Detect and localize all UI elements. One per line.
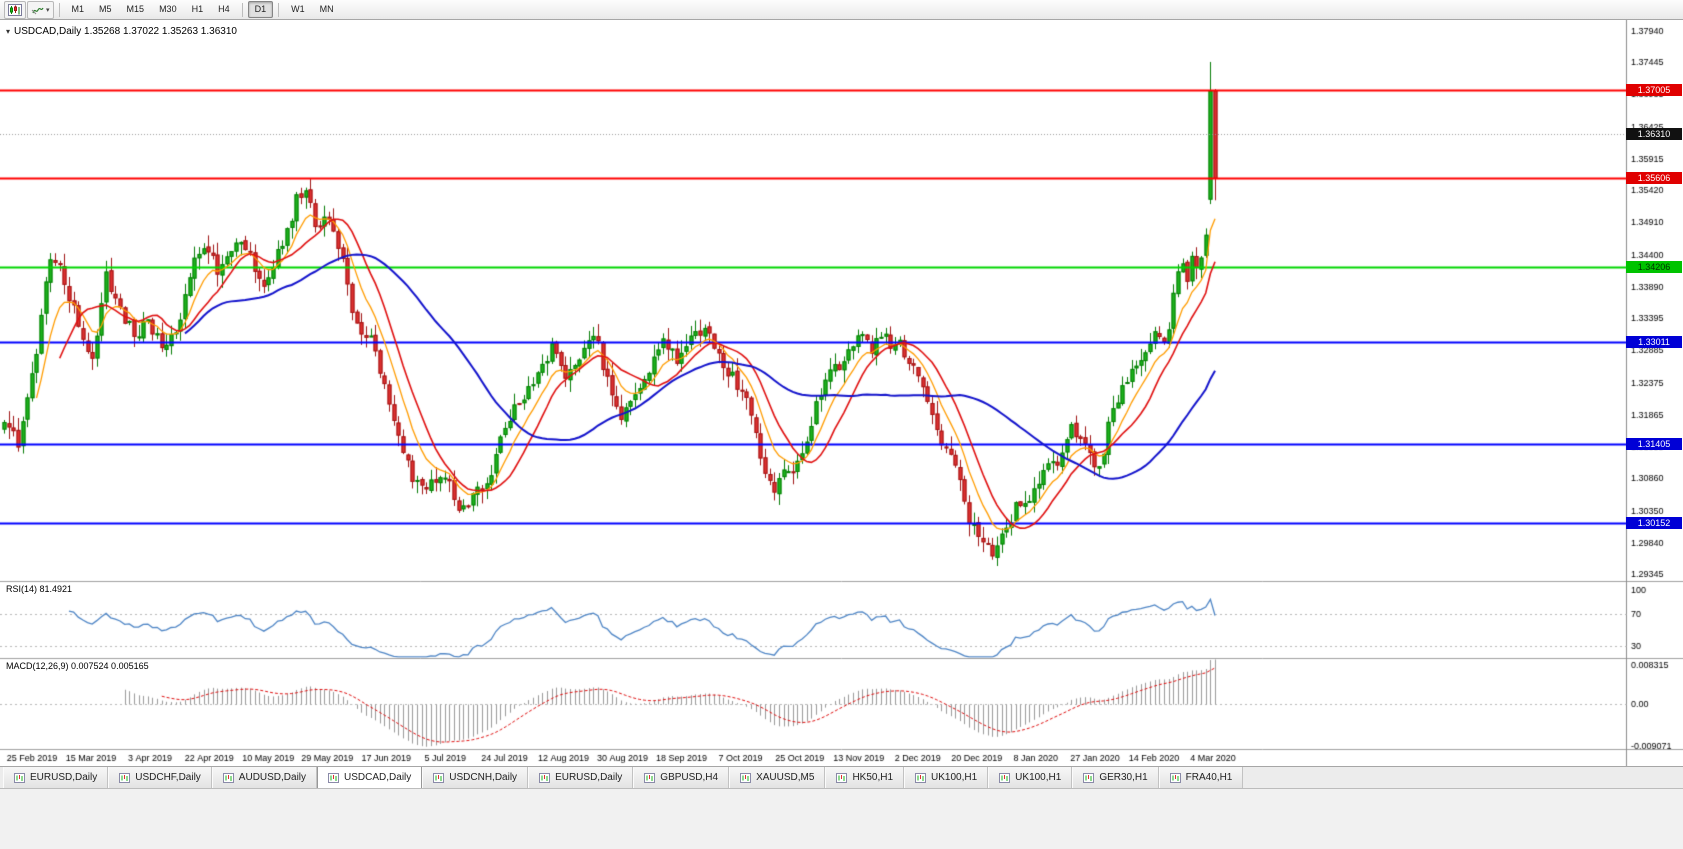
macd-indicator-label: MACD(12,26,9) 0.007524 0.005165 bbox=[6, 661, 149, 671]
candlestick-chart-icon bbox=[8, 3, 22, 16]
tab-label: HK50,H1 bbox=[852, 772, 894, 783]
chart-canvas[interactable] bbox=[0, 20, 1683, 766]
mini-chart-icon bbox=[740, 772, 752, 783]
tab-label: EURUSD,Daily bbox=[555, 772, 623, 783]
toolbar-separator bbox=[58, 2, 60, 17]
chart-tab-eurusd-daily-0[interactable]: EURUSD,Daily bbox=[3, 767, 109, 788]
chart-ohlc-title: ▾ USDCAD,Daily 1.35268 1.37022 1.35263 1… bbox=[6, 26, 237, 37]
chart-window-button[interactable] bbox=[4, 0, 26, 19]
tab-label: GBPUSD,H4 bbox=[660, 772, 719, 783]
timeframe-button-m1[interactable]: M1 bbox=[71, 4, 85, 14]
timeframe-button-group: M1 M5 M15 M30 H1 H4 D1 W1 MN bbox=[65, 1, 341, 18]
chart-tab-usdchf-daily-1[interactable]: USDCHF,Daily bbox=[108, 767, 212, 788]
mini-chart-icon bbox=[999, 772, 1011, 783]
timeframe-button-mn[interactable]: MN bbox=[319, 4, 334, 14]
timeframe-button-d1[interactable]: D1 bbox=[247, 1, 274, 18]
mini-chart-icon bbox=[1169, 772, 1181, 783]
mini-chart-icon bbox=[644, 772, 656, 783]
tab-label: USDCAD,Daily bbox=[344, 772, 412, 783]
mini-chart-icon bbox=[222, 772, 234, 783]
template-dropdown-button[interactable]: ▾ bbox=[27, 0, 54, 19]
toolbar-separator bbox=[241, 2, 243, 17]
tab-label: EURUSD,Daily bbox=[30, 772, 98, 783]
chart-container: ▾ USDCAD,Daily 1.35268 1.37022 1.35263 1… bbox=[0, 20, 1683, 766]
chart-tab-gbpusd-h4-6[interactable]: GBPUSD,H4 bbox=[633, 767, 730, 788]
tab-label: USDCNH,Daily bbox=[449, 772, 518, 783]
chart-title-text: USDCAD,Daily 1.35268 1.37022 1.35263 1.3… bbox=[14, 26, 237, 37]
tab-label: AUDUSD,Daily bbox=[238, 772, 307, 783]
mini-chart-icon bbox=[328, 772, 340, 783]
chart-tab-audusd-daily-2[interactable]: AUDUSD,Daily bbox=[211, 767, 318, 788]
chart-tab-hk50-h1-8[interactable]: HK50,H1 bbox=[825, 767, 905, 788]
timeframe-button-m30[interactable]: M30 bbox=[159, 4, 177, 14]
chevron-down-icon: ▾ bbox=[46, 6, 50, 14]
toolbar-separator bbox=[278, 2, 280, 17]
mini-chart-icon bbox=[14, 772, 25, 783]
timeframe-button-w1[interactable]: W1 bbox=[291, 4, 305, 14]
mini-chart-icon bbox=[915, 772, 927, 783]
mini-chart-icon bbox=[119, 772, 131, 783]
mini-chart-icon bbox=[433, 772, 445, 783]
tab-label: UK100,H1 bbox=[931, 772, 978, 783]
timeframe-button-h1[interactable]: H1 bbox=[191, 4, 204, 14]
chart-tab-ger30-h1-11[interactable]: GER30,H1 bbox=[1072, 767, 1159, 788]
tab-label: USDCHF,Daily bbox=[135, 772, 201, 783]
timeframe-button-h4[interactable]: H4 bbox=[218, 4, 230, 14]
timeframe-button-m5[interactable]: M5 bbox=[99, 4, 112, 14]
mini-chart-icon bbox=[539, 772, 551, 783]
tab-label: FRA40,H1 bbox=[1185, 772, 1233, 783]
chart-tab-uk100-h1-9[interactable]: UK100,H1 bbox=[904, 767, 989, 788]
chart-tab-bar: EURUSD,Daily USDCHF,Daily AUDUSD,Daily USDC… bbox=[0, 766, 1683, 788]
mini-chart-icon bbox=[836, 772, 848, 783]
tab-label: UK100,H1 bbox=[1015, 772, 1062, 783]
timeframe-button-m15[interactable]: M15 bbox=[126, 4, 145, 14]
rsi-indicator-label: RSI(14) 81.4921 bbox=[6, 584, 73, 594]
tab-label: XAUUSD,M5 bbox=[756, 772, 815, 783]
mini-chart-icon bbox=[1083, 772, 1095, 783]
status-bar bbox=[0, 788, 1683, 849]
chart-tab-fra40-h1-12[interactable]: FRA40,H1 bbox=[1158, 767, 1244, 788]
chart-tab-eurusd-daily-5[interactable]: EURUSD,Daily bbox=[528, 767, 634, 788]
timeframe-toolbar: ▾ M1 M5 M15 M30 H1 H4 D1 W1 MN bbox=[0, 0, 1683, 20]
chart-tab-uk100-h1-10[interactable]: UK100,H1 bbox=[988, 767, 1073, 788]
chart-tab-usdcnh-daily-4[interactable]: USDCNH,Daily bbox=[422, 767, 529, 788]
chart-tab-usdcad-daily-3[interactable]: USDCAD,Daily bbox=[317, 767, 423, 788]
tab-label: GER30,H1 bbox=[1099, 772, 1148, 783]
template-icon bbox=[31, 7, 44, 14]
collapse-triangle-icon[interactable]: ▾ bbox=[6, 27, 11, 36]
chart-tab-xauusd-m5-7[interactable]: XAUUSD,M5 bbox=[729, 767, 826, 788]
